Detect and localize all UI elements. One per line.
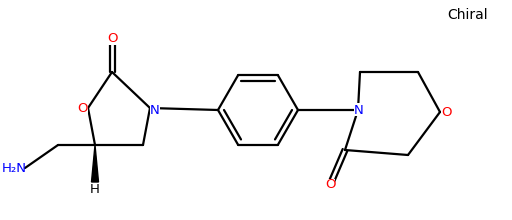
Text: Chiral: Chiral (447, 8, 488, 22)
Text: H₂N: H₂N (2, 161, 27, 174)
Text: O: O (78, 101, 88, 114)
Text: O: O (106, 31, 117, 44)
Text: N: N (354, 103, 364, 117)
Text: H: H (90, 183, 100, 196)
Text: O: O (325, 178, 335, 191)
Text: N: N (150, 103, 160, 117)
Polygon shape (92, 145, 98, 182)
Text: O: O (441, 106, 451, 119)
